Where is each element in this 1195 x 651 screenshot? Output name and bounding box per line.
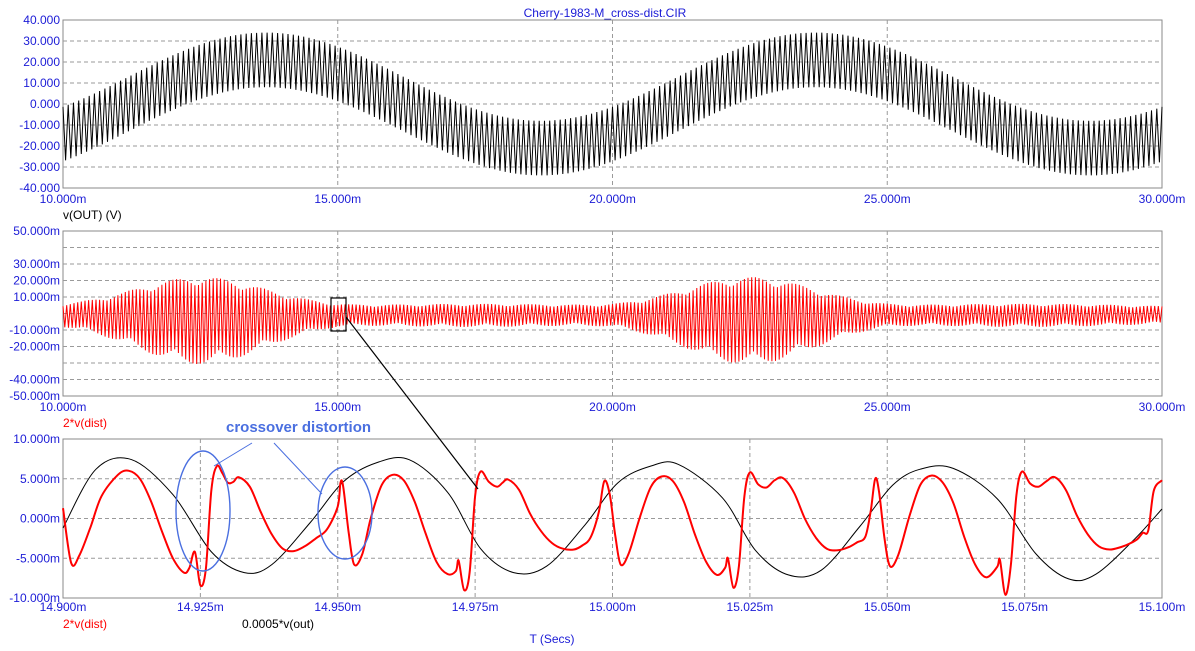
- x-tick-label: 14.900m: [40, 600, 87, 614]
- x-tick-label: 10.000m: [40, 400, 87, 414]
- x-tick-label: 14.975m: [452, 600, 499, 614]
- y-tick-label: -50.000m: [9, 389, 60, 403]
- y-tick-label: 10.000m: [13, 432, 60, 446]
- x-tick-label: 20.000m: [589, 400, 636, 414]
- panel-2-series-label: 2*v(dist): [63, 416, 107, 430]
- annotation-ellipse-2: [317, 466, 373, 560]
- x-tick-label: 15.000m: [314, 192, 361, 206]
- y-tick-label: 0.000: [30, 97, 60, 111]
- series-vout-line: [62, 32, 1163, 176]
- y-tick-label: 10.000: [23, 76, 60, 90]
- tick-labels: 10.000m 15.000m 20.000m 25.000m 30.000m 40.00…: [9, 13, 1185, 614]
- x-tick-label: 14.950m: [314, 600, 361, 614]
- y-tick-label: -40.000: [19, 181, 60, 195]
- annotation-ellipse-1: [175, 450, 231, 572]
- window-title: Cherry-1983-M_cross-dist.CIR: [524, 6, 687, 20]
- x-tick-label: 15.025m: [727, 600, 774, 614]
- x-tick-label: 20.000m: [589, 192, 636, 206]
- annotation-pointer-1: [213, 442, 253, 467]
- series-vout-scaled-line: [62, 457, 1163, 582]
- y-tick-label: -10.000m: [9, 591, 60, 605]
- x-tick-label: 25.000m: [864, 400, 911, 414]
- y-tick-label: -20.000m: [9, 340, 60, 354]
- x-tick-label: 30.000m: [1139, 192, 1186, 206]
- y-tick-label: -30.000: [19, 160, 60, 174]
- series-dist-zoom-line: [62, 464, 1163, 596]
- panel-3-series: [62, 457, 1163, 596]
- y-tick-label: 0.000m: [20, 512, 60, 526]
- series-dist-line: [62, 277, 1163, 365]
- y-tick-label: 40.000: [23, 13, 60, 27]
- x-tick-label: 15.000m: [589, 600, 636, 614]
- y-tick-label: -40.000m: [9, 373, 60, 387]
- y-tick-label: -5.000m: [16, 551, 60, 565]
- x-tick-label: 10.000m: [40, 192, 87, 206]
- y-tick-label: 20.000m: [13, 274, 60, 288]
- y-tick-label: 10.000m: [13, 290, 60, 304]
- x-tick-label: 30.000m: [1139, 400, 1186, 414]
- x-tick-label: 15.100m: [1139, 600, 1186, 614]
- panel-3-black-label: 0.0005*v(out): [242, 617, 314, 631]
- x-tick-label: 15.075m: [1001, 600, 1048, 614]
- panel-1-series-label: v(OUT) (V): [63, 208, 122, 222]
- x-tick-label: 14.925m: [177, 600, 224, 614]
- y-tick-label: -10.000: [19, 118, 60, 132]
- zoom-box: [330, 297, 347, 332]
- x-tick-label: 15.000m: [314, 400, 361, 414]
- annotation-pointer-2: [273, 442, 323, 495]
- panel-1-series: [62, 32, 1163, 176]
- panel-3-red-label: 2*v(dist): [63, 617, 107, 631]
- y-tick-label: 30.000: [23, 34, 60, 48]
- zoom-connector-line: [345, 316, 479, 490]
- y-tick-label: -10.000m: [9, 323, 60, 337]
- x-tick-label: 25.000m: [864, 192, 911, 206]
- y-tick-label: 50.000m: [13, 224, 60, 238]
- y-tick-label: -20.000: [19, 139, 60, 153]
- y-tick-label: 20.000: [23, 55, 60, 69]
- y-tick-label: 5.000m: [20, 472, 60, 486]
- annotation-crossover: crossover distortion: [226, 419, 371, 436]
- x-axis-label: T (Secs): [529, 632, 574, 646]
- panel-2-series: [62, 277, 1163, 365]
- x-tick-label: 15.050m: [864, 600, 911, 614]
- y-tick-label: 30.000m: [13, 257, 60, 271]
